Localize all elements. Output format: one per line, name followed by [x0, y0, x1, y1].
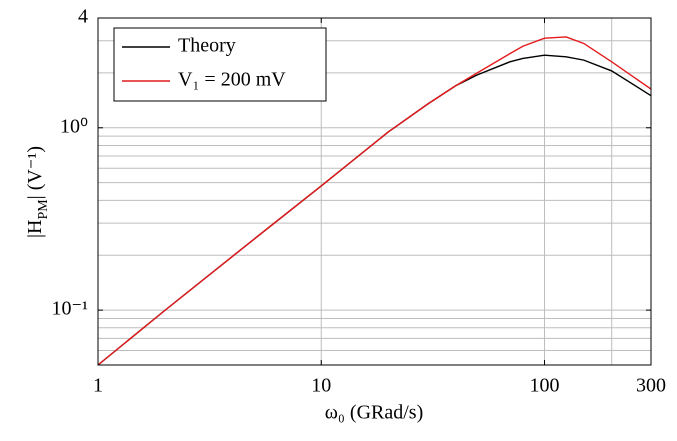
y-axis-label-part: | (V⁻¹): [24, 146, 46, 199]
y-axis-label-part: |H: [24, 220, 46, 238]
legend-label: V₁ = 200 mV: [178, 69, 286, 91]
x-tick-label: 10: [311, 375, 331, 397]
x-tick-label: 100: [529, 375, 559, 397]
x-tick-label: 300: [636, 375, 666, 397]
legend-label: Theory: [178, 35, 236, 57]
legend-box: [113, 27, 327, 102]
plot-frame: [97, 17, 652, 366]
y-tick-label: 10⁻¹: [51, 298, 88, 320]
y-tick-label: 10⁰: [60, 115, 88, 137]
x-tick-label: 1: [93, 375, 103, 397]
x-axis-label: ω₀ (GRad/s): [325, 402, 423, 424]
y-tick-label: 4: [78, 6, 88, 28]
series-line: [97, 36, 652, 366]
y-axis-label-part: PM: [36, 199, 51, 220]
y-axis-label: |HPM| (V⁻¹): [24, 146, 51, 238]
